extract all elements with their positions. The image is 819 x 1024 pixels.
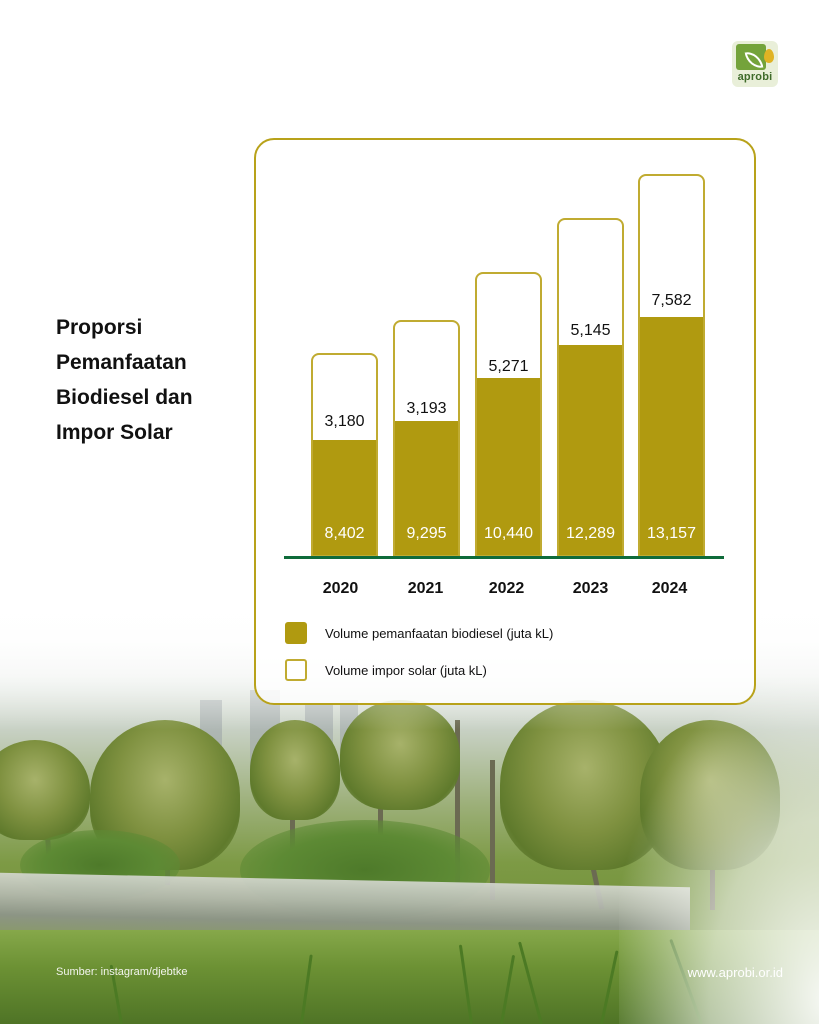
legend-biodiesel: Volume pemanfaatan biodiesel (juta kL) [285, 621, 553, 645]
x-axis-line [284, 556, 724, 559]
page-title: Proporsi Pemanfaatan Biodiesel dan Impor… [56, 316, 193, 444]
year-label-2021: 2021 [407, 580, 444, 597]
bar-biodiesel-2020 [313, 440, 376, 555]
legend-label-impor: Volume impor solar (juta kL) [325, 662, 487, 678]
bar-biodiesel-2024 [640, 317, 703, 555]
label-impor-2024: 7,582 [651, 292, 692, 309]
legend-impor: Volume impor solar (juta kL) [285, 658, 487, 682]
label-biodiesel-2024: 13,157 [647, 525, 696, 542]
leaf-icon [736, 44, 766, 71]
legend-label-biodiesel: Volume pemanfaatan biodiesel (juta kL) [325, 625, 554, 641]
bar-2023: 5,145 12,289 [557, 218, 624, 557]
source-credit: Sumber: instagram/djebtke [56, 966, 188, 978]
label-biodiesel-2022: 10,440 [484, 525, 533, 542]
label-biodiesel-2021: 9,295 [406, 525, 447, 542]
label-impor-2023: 5,145 [570, 322, 611, 339]
bar-2024: 7,582 13,157 [638, 174, 705, 557]
label-biodiesel-2023: 12,289 [566, 525, 615, 542]
bar-biodiesel-2022 [477, 378, 540, 555]
legend-swatch-biodiesel [285, 622, 307, 644]
label-impor-2022: 5,271 [488, 358, 529, 375]
bar-2022: 5,271 10,440 [475, 272, 542, 557]
bar-2021: 3,193 9,295 [393, 320, 460, 557]
year-label-2024: 2024 [651, 580, 688, 597]
label-biodiesel-2020: 8,402 [324, 525, 365, 542]
legend-swatch-impor [285, 659, 307, 681]
bar-biodiesel-2021 [395, 421, 458, 555]
year-label-2022: 2022 [488, 580, 525, 597]
logo-text: aprobi [737, 71, 773, 83]
year-label-2020: 2020 [322, 580, 359, 597]
bar-2020: 3,180 8,402 [311, 353, 378, 557]
bar-biodiesel-2023 [559, 345, 622, 555]
label-impor-2020: 3,180 [324, 413, 365, 430]
label-impor-2021: 3,193 [406, 400, 447, 417]
oil-drop-icon [764, 49, 774, 63]
website-link[interactable]: www.aprobi.or.id [687, 965, 783, 980]
aprobi-logo: aprobi [732, 41, 778, 87]
year-label-2023: 2023 [572, 580, 609, 597]
